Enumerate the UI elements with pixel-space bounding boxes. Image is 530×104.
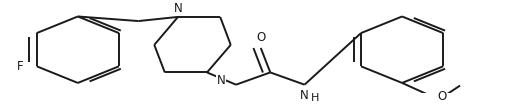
Text: N: N bbox=[300, 89, 309, 102]
Text: H: H bbox=[311, 93, 319, 103]
Text: O: O bbox=[256, 31, 266, 44]
Text: F: F bbox=[16, 60, 23, 73]
Text: O: O bbox=[437, 90, 447, 103]
Text: N: N bbox=[174, 2, 182, 15]
Text: N: N bbox=[216, 74, 225, 87]
